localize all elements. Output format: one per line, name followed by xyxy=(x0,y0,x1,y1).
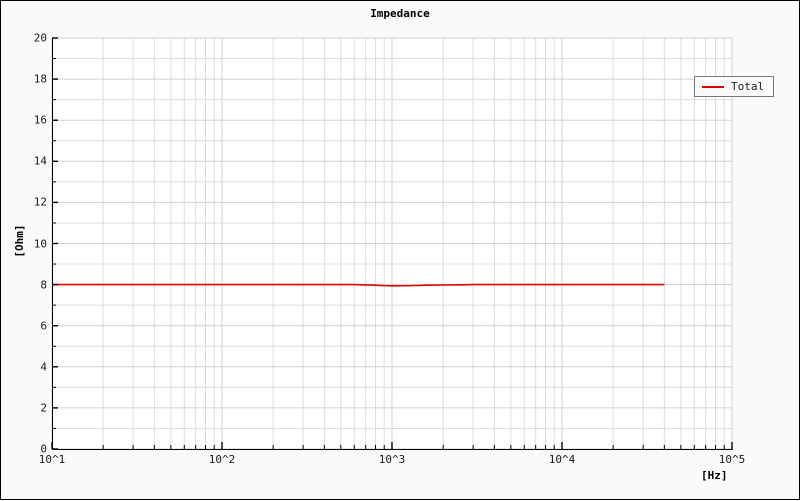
legend[interactable]: Total xyxy=(694,76,775,97)
y-tick-label: 18 xyxy=(33,72,47,86)
x-tick-label: 10^3 xyxy=(378,453,406,466)
grid-layer xyxy=(51,37,733,450)
x-tick-label: 10^2 xyxy=(208,453,236,466)
legend-color-swatch-total xyxy=(702,85,724,88)
y-tick-label: 14 xyxy=(33,154,47,168)
x-axis-label: [Hz] xyxy=(701,469,728,482)
x-tick-label: 10^4 xyxy=(548,453,576,466)
y-tick-label: 2 xyxy=(40,401,47,415)
data-layer xyxy=(52,283,665,287)
y-tick-label: 16 xyxy=(33,113,47,127)
y-axis-label: [Ohm] xyxy=(13,224,27,258)
chart-title: Impedance xyxy=(370,7,430,20)
y-axis-tick-labels: 0 2 4 6 8 10 12 14 16 18 20 xyxy=(1,1,47,501)
y-tick-label: 8 xyxy=(40,278,47,292)
y-tick-label: 4 xyxy=(40,360,47,374)
y-axis-line xyxy=(52,38,53,450)
x-tick-label: 10^1 xyxy=(38,453,66,466)
y-tick-label: 6 xyxy=(40,319,47,333)
x-tick-label: 10^5 xyxy=(718,453,746,466)
y-tick-label: 12 xyxy=(33,195,47,209)
plot-area xyxy=(51,37,733,450)
x-axis-line xyxy=(52,449,733,450)
legend-label-total: Total xyxy=(731,80,765,93)
y-tick-label: 0 xyxy=(40,442,47,456)
y-tick-label: 20 xyxy=(33,31,47,45)
y-tick-label: 10 xyxy=(33,237,47,250)
